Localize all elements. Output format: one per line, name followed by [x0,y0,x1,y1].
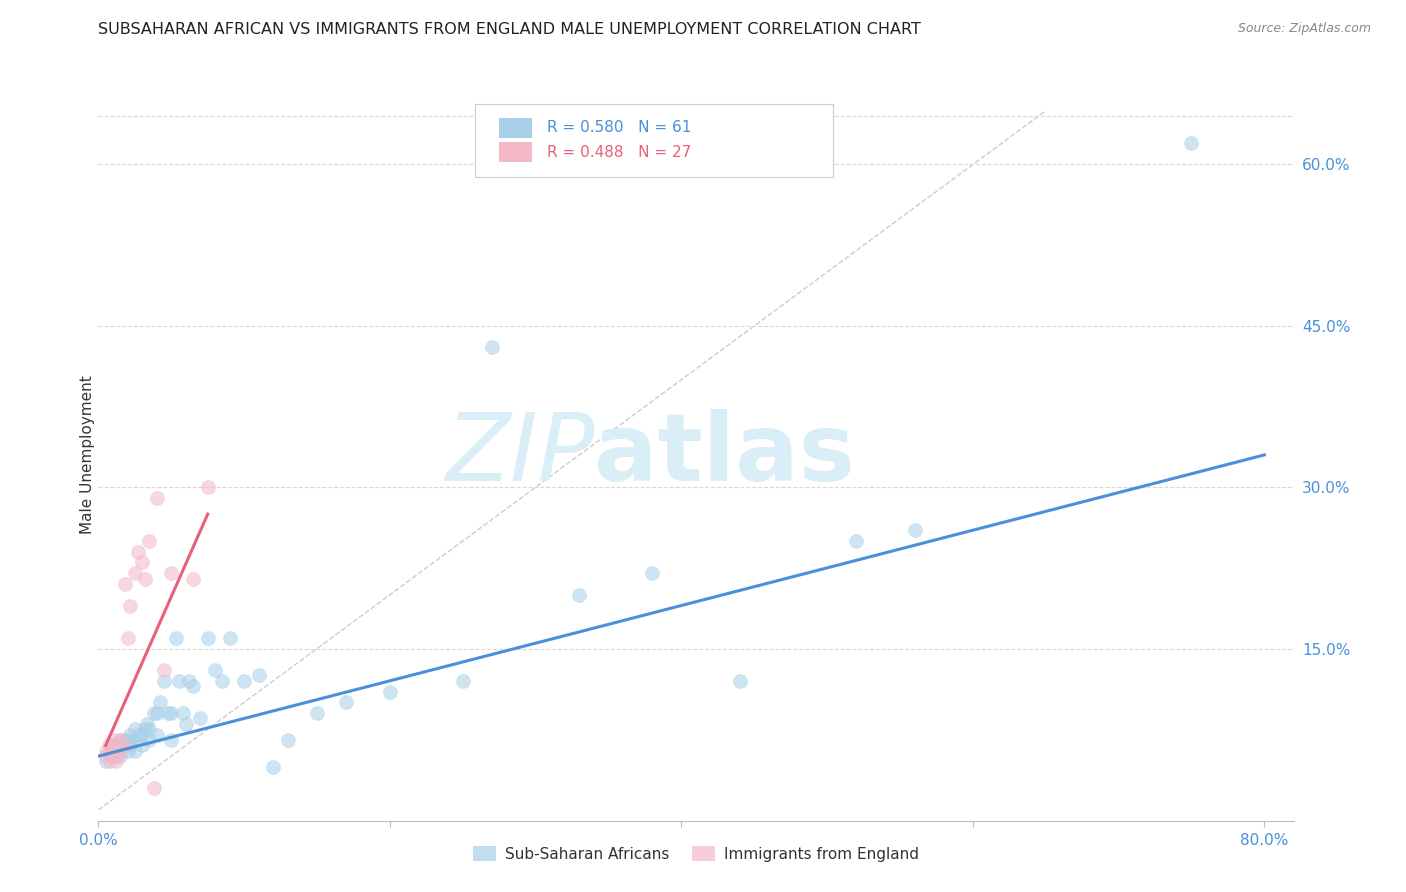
Point [110,733,132,747]
Point [211,673,233,688]
Point [124,723,146,737]
Point [94,755,117,769]
Point [172,706,194,720]
Point [167,673,190,688]
Point [145,491,167,505]
Point [134,723,156,737]
Point [98,744,121,758]
Point [98,744,121,758]
Point [165,631,187,645]
Point [124,566,146,581]
Point [233,673,256,688]
Point [114,733,136,747]
Text: ZIP: ZIP [444,409,595,500]
Point [138,733,160,747]
Point [98,755,121,769]
Point [97,739,120,753]
Point [378,684,401,698]
Legend: Sub-Saharan Africans, Immigrants from England: Sub-Saharan Africans, Immigrants from En… [467,839,925,868]
Point [100,739,122,753]
Point [104,744,127,758]
Point [190,711,212,725]
Point [131,728,153,742]
Point [94,749,117,764]
Point [124,744,146,758]
Point [117,744,139,758]
Point [131,556,153,570]
Point [110,733,132,747]
Point [177,673,200,688]
Point [120,739,142,753]
Point [204,663,226,677]
Point [305,706,328,720]
Point [117,631,139,645]
Point [114,577,136,591]
Point [903,523,925,537]
Point [197,631,219,645]
FancyBboxPatch shape [499,142,533,162]
Point [101,733,124,747]
Point [641,566,664,581]
Point [101,739,124,753]
Point [845,533,868,548]
Point [145,706,167,720]
Point [451,673,474,688]
Point [157,706,180,720]
Point [142,706,165,720]
Point [728,673,751,688]
Text: SUBSAHARAN AFRICAN VS IMMIGRANTS FROM ENGLAND MALE UNEMPLOYMENT CORRELATION CHAR: SUBSAHARAN AFRICAN VS IMMIGRANTS FROM EN… [98,22,921,37]
Point [110,749,132,764]
FancyBboxPatch shape [475,103,834,177]
Point [127,545,149,559]
Point [94,744,117,758]
Point [142,781,165,796]
Point [174,716,197,731]
Point [181,572,204,586]
Point [160,566,183,581]
Point [101,749,124,764]
Point [138,533,160,548]
Point [160,706,183,720]
Point [131,739,153,753]
Point [98,749,121,764]
Point [1180,136,1202,150]
Point [218,631,240,645]
Point [114,739,136,753]
Point [120,599,142,613]
Point [153,673,176,688]
Point [112,739,135,753]
Point [124,733,146,747]
Text: R = 0.488   N = 27: R = 0.488 N = 27 [547,145,690,160]
Point [335,695,357,709]
Point [568,588,591,602]
Point [153,663,176,677]
Point [262,760,284,774]
Point [104,755,127,769]
Point [247,668,270,682]
Point [105,739,128,753]
Point [110,744,132,758]
Point [128,728,150,742]
Point [135,716,157,731]
Point [134,572,156,586]
Point [138,723,160,737]
Point [120,728,142,742]
Point [181,679,204,693]
FancyBboxPatch shape [499,118,533,138]
Point [481,340,503,354]
Point [197,480,219,494]
Point [149,695,172,709]
Point [101,744,124,758]
Point [145,728,167,742]
Text: R = 0.580   N = 61: R = 0.580 N = 61 [547,120,690,136]
Point [160,733,183,747]
Point [110,744,132,758]
Point [117,733,139,747]
Point [105,749,128,764]
Text: Source: ZipAtlas.com: Source: ZipAtlas.com [1237,22,1371,36]
Point [277,733,299,747]
Point [117,739,139,753]
Y-axis label: Male Unemployment: Male Unemployment [80,376,94,534]
Text: atlas: atlas [595,409,855,501]
